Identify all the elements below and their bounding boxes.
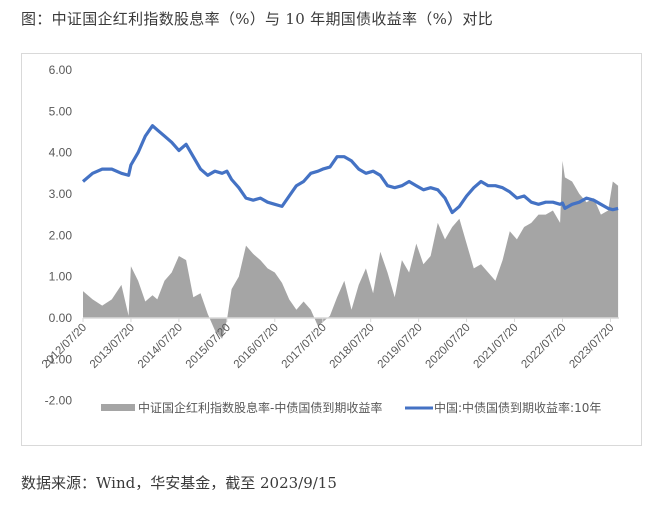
y-tick-label: 2.00 [49,228,73,242]
data-source-note: 数据来源：Wind，华安基金，截至 2023/9/15 [21,474,337,492]
x-tick-label: 2015/07/20 [184,322,233,371]
x-tick-label: 2019/07/20 [376,322,425,371]
x-tick-label: 2014/07/20 [136,322,185,371]
y-tick-label: 5.00 [49,104,73,118]
spread-area-series [83,160,619,339]
x-tick-label: 2018/07/20 [328,322,377,371]
x-tick-label: 2016/07/20 [232,322,281,371]
y-tick-label: 1.00 [49,270,73,284]
legend: 中证国企红利指数股息率-中债国债到期收益率 中国:中债国债到期收益率:10年 [101,400,601,415]
x-axis-labels: 2012/07/202013/07/202014/07/202015/07/20… [40,322,617,371]
legend-area-label: 中证国企红利指数股息率-中债国债到期收益率 [138,400,382,415]
x-axis-tickmarks [82,318,611,322]
chart-frame: 6.00 5.00 4.00 3.00 2.00 1.00 0.00 -1.00 -2.00 2… [21,53,642,446]
y-axis-ticks: 6.00 5.00 4.00 3.00 2.00 1.00 0.00 -1.00 -2.00 [45,63,73,408]
x-tick-label: 2013/07/20 [88,322,137,371]
x-tick-label: 2017/07/20 [280,322,329,371]
legend-line-label: 中国:中债国债到期收益率:10年 [434,400,601,415]
y-tick-label: 6.00 [49,63,73,77]
x-tick-label: 2023/07/20 [567,322,616,371]
y-tick-label: -1.00 [45,352,73,366]
figure-title: 图：中证国企红利指数股息率（%）与 10 年期国债收益率（%）对比 [21,10,494,28]
x-tick-label: 2022/07/20 [519,322,568,371]
y-tick-label: -2.00 [45,394,73,408]
x-tick-label: 2021/07/20 [471,322,520,371]
legend-area-swatch [101,404,135,411]
x-tick-label: 2020/07/20 [424,322,473,371]
dividend-spread-chart: 6.00 5.00 4.00 3.00 2.00 1.00 0.00 -1.00 -2.00 2… [40,63,619,415]
y-tick-label: 3.00 [49,187,73,201]
yield-line-series [81,124,619,215]
y-tick-label: 0.00 [49,311,73,325]
y-tick-label: 4.00 [49,146,73,160]
